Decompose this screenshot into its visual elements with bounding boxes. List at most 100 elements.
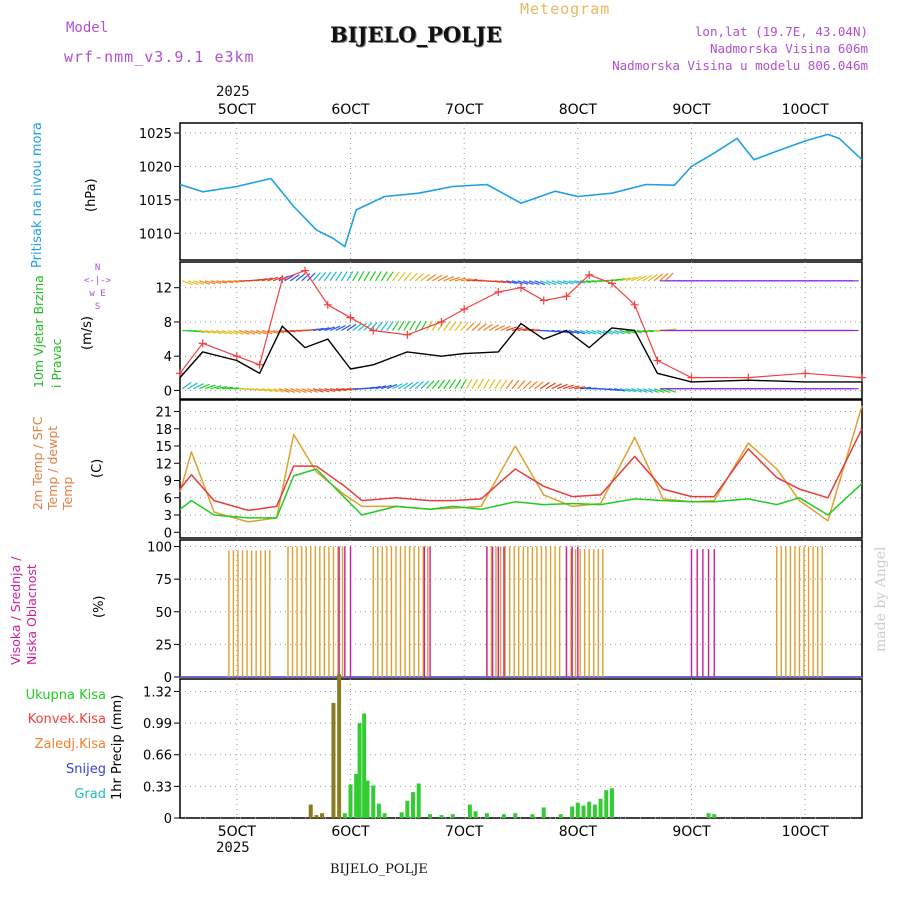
wind-direction-arrow xyxy=(414,380,424,390)
y-tick-label-2: 15 xyxy=(155,440,172,455)
wind-direction-arrow xyxy=(517,327,529,332)
precip-bar xyxy=(428,814,433,818)
wind-direction-arrow xyxy=(471,322,481,331)
precip-bar xyxy=(484,813,489,818)
x-tick-label-bottom: 10OCT xyxy=(782,824,830,840)
wind-direction-arrow xyxy=(210,280,222,285)
wind-direction-arrow xyxy=(375,321,383,331)
wind-direction-arrow xyxy=(386,321,394,331)
wind-gust-marker xyxy=(198,339,207,348)
wind-direction-arrow xyxy=(471,378,479,390)
wind-direction-arrow xyxy=(312,272,321,282)
wind-direction-arrow xyxy=(341,324,352,332)
wind-direction-arrow xyxy=(267,276,279,282)
wind-direction-arrow xyxy=(653,273,663,282)
precip-bar xyxy=(592,804,597,818)
wind-direction-arrow xyxy=(466,278,478,282)
wind-direction-arrow xyxy=(557,280,569,285)
wind-gust-marker xyxy=(301,266,310,275)
wind-direction-arrow xyxy=(477,323,487,331)
wind-direction-arrow xyxy=(591,329,603,335)
wind-direction-arrow xyxy=(642,274,653,282)
y-tick-label-3: 50 xyxy=(155,606,172,621)
wind-gust-line xyxy=(179,270,863,379)
wind-direction-arrow xyxy=(443,276,455,282)
meteogram-title: Meteogram xyxy=(520,0,611,18)
precip-bar xyxy=(362,713,367,818)
wind-direction-arrow xyxy=(574,280,586,284)
wind-direction-arrow xyxy=(585,280,597,283)
wind-direction-arrow xyxy=(500,379,508,390)
y-tick-label-2: 6 xyxy=(164,492,172,507)
wind-direction-arrow xyxy=(369,271,376,282)
y-tick-label-3: 75 xyxy=(155,573,172,588)
precip-bar xyxy=(587,801,592,818)
precip-bar xyxy=(314,815,319,818)
wind-direction-arrow xyxy=(448,321,457,331)
wind-gust-marker xyxy=(176,369,184,378)
wind-direction-arrow xyxy=(312,388,324,393)
wind-direction-arrow xyxy=(506,280,518,285)
precip-bar xyxy=(308,804,313,818)
wind-gust-marker xyxy=(585,270,594,279)
wind-direction-arrow xyxy=(312,327,324,332)
wind-direction-arrow xyxy=(346,271,354,282)
wind-direction-arrow xyxy=(210,385,222,390)
wind-direction-arrow xyxy=(414,273,424,282)
wind-direction-arrow xyxy=(193,329,205,333)
precip-legend-convective: Konvek.Kisa xyxy=(27,712,106,727)
wind-direction-arrow xyxy=(585,329,597,335)
wind-direction-arrow xyxy=(540,280,551,286)
wind-direction-arrow xyxy=(619,277,631,282)
wind-direction-arrow xyxy=(619,388,631,393)
wind-direction-arrow xyxy=(409,381,419,390)
wind-direction-arrow xyxy=(631,388,642,393)
wind-direction-arrow xyxy=(523,280,534,285)
precip-bar xyxy=(513,813,518,818)
wind-gust-marker xyxy=(437,317,446,326)
wind-direction-arrow xyxy=(221,329,233,335)
wind-direction-arrow xyxy=(244,329,256,335)
wind-direction-arrow xyxy=(340,271,348,282)
wind-direction-arrow xyxy=(397,271,406,282)
wind-direction-arrow xyxy=(432,274,443,282)
wind-direction-arrow xyxy=(500,325,511,332)
y-tick-label-1: 4 xyxy=(164,350,172,365)
precip-bar xyxy=(405,800,410,818)
wind-direction-arrow xyxy=(261,329,273,335)
wind-direction-arrow xyxy=(568,280,580,285)
wind-direction-arrow xyxy=(437,275,449,282)
wind-gust-marker xyxy=(494,287,503,296)
wind-direction-arrow xyxy=(431,379,440,390)
wind-direction-arrow xyxy=(614,388,626,392)
wind-direction-arrow xyxy=(562,384,574,390)
precip-bar xyxy=(604,790,609,818)
wind-direction-arrow xyxy=(523,328,535,332)
wind-direction-arrow xyxy=(625,388,637,393)
wind-direction-arrow xyxy=(295,273,305,282)
wind-direction-arrow xyxy=(608,329,620,335)
wind-direction-arrow xyxy=(636,388,648,393)
x-tick-label-top: 7OCT xyxy=(445,102,484,118)
wind-direction-arrow xyxy=(602,329,614,335)
precip-legend-frozen: Zaledj.Kisa xyxy=(34,737,106,752)
precip-bar xyxy=(706,813,711,818)
precip-bar xyxy=(416,783,421,818)
wind-direction-arrow xyxy=(324,388,336,393)
wind-direction-arrow xyxy=(352,323,362,331)
wind-direction-arrow xyxy=(454,321,463,331)
wind-direction-arrow xyxy=(625,276,637,282)
y-tick-label-0: 1025 xyxy=(139,127,172,142)
panel-frame-3 xyxy=(179,539,863,678)
y-tick-label-4: 0 xyxy=(164,812,172,827)
precip-bar xyxy=(337,674,342,818)
wind-direction-arrow xyxy=(323,271,332,282)
wind-gust-marker xyxy=(562,292,571,301)
wind-direction-arrow xyxy=(619,329,631,335)
wind-gust-marker xyxy=(232,352,241,361)
wind-direction-arrow xyxy=(465,378,473,390)
x-tick-label-bottom: 9OCT xyxy=(672,824,711,840)
y-tick-label-4: 0.66 xyxy=(143,749,172,764)
wind-gust-marker xyxy=(687,373,696,382)
wind-direction-arrow xyxy=(193,280,205,285)
